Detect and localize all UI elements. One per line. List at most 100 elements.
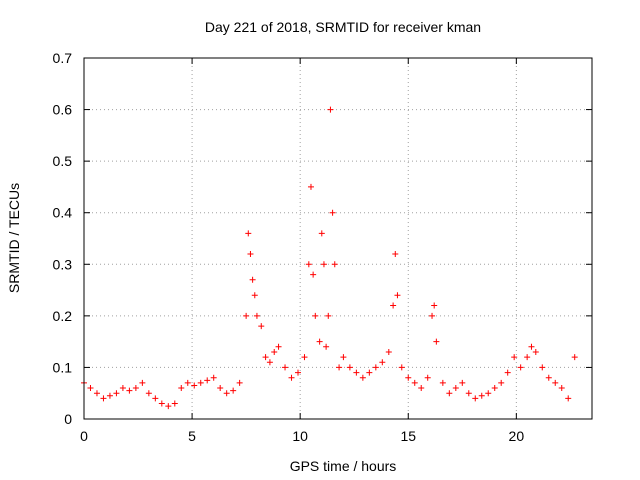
data-point <box>253 312 260 319</box>
y-tick-label: 0 <box>64 411 72 427</box>
data-point <box>275 343 282 350</box>
data-point <box>359 374 366 381</box>
data-point <box>282 364 289 371</box>
plot-frame <box>83 57 593 420</box>
data-point <box>552 379 559 386</box>
data-point <box>230 387 237 394</box>
data-point <box>424 374 431 381</box>
data-point <box>511 354 518 361</box>
data-point <box>571 354 578 361</box>
data-point <box>431 302 438 309</box>
data-point <box>504 369 511 376</box>
data-point <box>385 348 392 355</box>
data-point <box>366 369 373 376</box>
data-point <box>113 390 120 397</box>
data-point <box>204 377 211 384</box>
data-point <box>329 209 336 216</box>
x-tick-label: 15 <box>400 428 416 444</box>
data-point <box>323 343 330 350</box>
data-point <box>398 364 405 371</box>
data-point <box>210 374 217 381</box>
x-tick-label: 20 <box>509 428 525 444</box>
y-tick-label: 0.4 <box>53 205 73 221</box>
data-point <box>528 343 535 350</box>
data-point <box>372 364 379 371</box>
data-point <box>184 379 191 386</box>
data-point <box>178 385 185 392</box>
x-axis-label: GPS time / hours <box>290 458 397 474</box>
data-point <box>245 230 252 237</box>
data-points <box>81 106 578 410</box>
data-point <box>158 400 165 407</box>
y-axis-label: SRMTID / TECUs <box>6 183 22 293</box>
data-point <box>126 387 133 394</box>
data-point <box>429 312 436 319</box>
data-point <box>197 379 204 386</box>
data-point <box>465 390 472 397</box>
data-point <box>353 369 360 376</box>
x-tick-label: 0 <box>80 428 88 444</box>
data-point <box>262 354 269 361</box>
data-point <box>236 379 243 386</box>
data-point <box>325 312 332 319</box>
data-point <box>171 400 178 407</box>
data-point <box>411 379 418 386</box>
data-point <box>498 379 505 386</box>
data-point <box>565 395 572 402</box>
data-point <box>87 385 94 392</box>
x-tick-label: 10 <box>292 428 308 444</box>
data-point <box>191 382 198 389</box>
data-point <box>532 348 539 355</box>
data-point <box>524 354 531 361</box>
data-point <box>517 364 524 371</box>
tick-labels: 0 5 10 15 20 0 0.1 0.2 0.3 0.4 0.5 0.6 0.7 <box>53 50 525 444</box>
data-point <box>251 292 258 299</box>
y-tick-label: 0.2 <box>53 308 73 324</box>
data-point <box>288 374 295 381</box>
data-point <box>301 354 308 361</box>
data-point <box>491 385 498 392</box>
data-point <box>249 276 256 283</box>
axis-ticks <box>83 57 592 420</box>
data-point <box>106 392 113 399</box>
y-tick-label: 0.3 <box>53 256 73 272</box>
y-tick-label: 0.5 <box>53 153 73 169</box>
data-point <box>439 379 446 386</box>
data-point <box>452 385 459 392</box>
data-point <box>139 379 146 386</box>
data-point <box>258 323 265 330</box>
data-point <box>392 250 399 257</box>
data-point <box>418 385 425 392</box>
y-tick-label: 0.1 <box>53 359 73 375</box>
data-point <box>295 369 302 376</box>
data-point <box>405 374 412 381</box>
chart-title: Day 221 of 2018, SRMTID for receiver kma… <box>205 19 481 35</box>
data-point <box>331 261 338 268</box>
y-tick-label: 0.6 <box>53 102 73 118</box>
data-point <box>472 395 479 402</box>
data-point <box>394 292 401 299</box>
data-point <box>247 250 254 257</box>
data-point <box>336 364 343 371</box>
x-tick-label: 5 <box>188 428 196 444</box>
data-point <box>459 379 466 386</box>
data-point <box>271 348 278 355</box>
data-point <box>152 395 159 402</box>
data-point <box>316 338 323 345</box>
data-point <box>310 271 317 278</box>
data-point <box>266 359 273 366</box>
y-tick-label: 0.7 <box>53 50 73 66</box>
data-point <box>307 183 314 190</box>
grid <box>84 58 592 419</box>
data-point <box>119 385 126 392</box>
data-point <box>217 385 224 392</box>
data-point <box>145 390 152 397</box>
data-point <box>539 364 546 371</box>
data-point <box>305 261 312 268</box>
data-point <box>93 390 100 397</box>
data-point <box>243 312 250 319</box>
data-point <box>379 359 386 366</box>
data-point <box>132 385 139 392</box>
